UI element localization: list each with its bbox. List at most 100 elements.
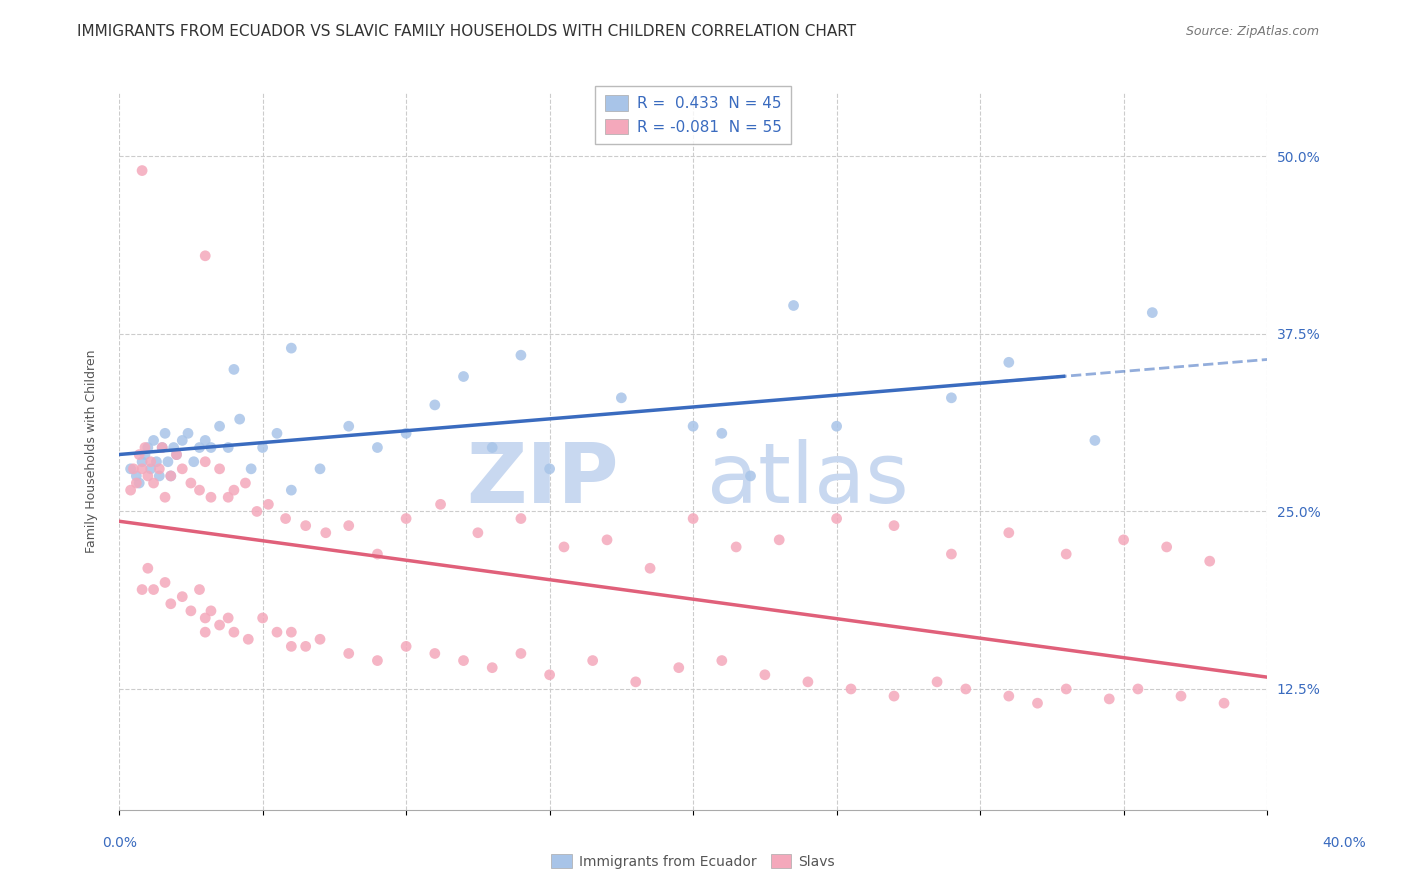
Point (122, 462, 145, 476)
Point (238, 632, 260, 647)
Point (1126, 681, 1149, 696)
Point (159, 597, 181, 611)
Point (366, 547, 388, 561)
Point (315, 525, 337, 540)
Point (136, 441, 159, 455)
Point (1170, 689, 1192, 703)
Point (235, 476, 257, 491)
Point (228, 412, 250, 426)
Y-axis label: Family Households with Children: Family Households with Children (86, 350, 98, 553)
Point (134, 441, 156, 455)
Legend: R =  0.433  N = 45, R = -0.081  N = 55: R = 0.433 N = 45, R = -0.081 N = 55 (596, 86, 790, 144)
Point (266, 625, 288, 640)
Point (955, 681, 977, 696)
Point (1112, 533, 1135, 547)
Point (395, 640, 418, 654)
Point (222, 483, 245, 497)
Point (156, 455, 179, 469)
Point (148, 462, 170, 476)
Point (194, 611, 217, 625)
Point (153, 575, 176, 590)
Point (257, 497, 280, 511)
Point (194, 434, 217, 448)
Point (366, 441, 388, 455)
Point (200, 441, 222, 455)
Point (128, 448, 150, 462)
Point (139, 462, 162, 476)
Point (163, 441, 186, 455)
Point (180, 604, 202, 618)
Point (150, 441, 173, 455)
Point (294, 640, 316, 654)
Point (194, 249, 217, 263)
Point (638, 561, 661, 575)
Point (682, 419, 704, 434)
Text: ZIP: ZIP (465, 439, 619, 520)
Point (481, 441, 503, 455)
Point (839, 681, 862, 696)
Point (246, 504, 269, 518)
Point (208, 419, 231, 434)
Point (150, 441, 173, 455)
Point (125, 469, 148, 483)
Point (725, 540, 748, 554)
Point (200, 604, 222, 618)
Point (217, 490, 239, 504)
Point (136, 469, 159, 483)
Text: Source: ZipAtlas.com: Source: ZipAtlas.com (1185, 25, 1319, 37)
Point (131, 163, 153, 178)
Point (125, 476, 148, 491)
Point (797, 674, 820, 689)
Point (998, 525, 1021, 540)
Point (710, 426, 733, 441)
Point (423, 398, 446, 412)
Point (309, 632, 332, 647)
Point (1198, 554, 1220, 568)
Point (166, 448, 188, 462)
Point (153, 426, 176, 441)
Text: 40.0%: 40.0% (1322, 836, 1367, 850)
Point (395, 426, 418, 441)
Point (366, 654, 388, 668)
Point (998, 355, 1021, 369)
Point (159, 469, 181, 483)
Point (180, 476, 202, 491)
Point (1098, 692, 1121, 706)
Point (142, 434, 165, 448)
Point (668, 661, 690, 675)
Point (453, 654, 475, 668)
Point (1156, 540, 1178, 554)
Point (1213, 696, 1236, 710)
Point (596, 533, 619, 547)
Point (208, 462, 231, 476)
Point (294, 518, 316, 533)
Point (217, 611, 239, 625)
Point (825, 511, 848, 525)
Point (337, 647, 360, 661)
Point (194, 455, 217, 469)
Point (395, 511, 418, 525)
Point (172, 462, 194, 476)
Point (337, 419, 360, 434)
Point (280, 483, 302, 497)
Point (682, 511, 704, 525)
Point (145, 455, 167, 469)
Point (131, 582, 153, 597)
Point (172, 434, 194, 448)
Point (188, 483, 211, 497)
Point (925, 674, 948, 689)
Point (740, 469, 762, 483)
Point (120, 483, 142, 497)
Point (252, 441, 274, 455)
Point (131, 455, 153, 469)
Point (309, 462, 332, 476)
Text: atlas: atlas (707, 439, 908, 520)
Text: IMMIGRANTS FROM ECUADOR VS SLAVIC FAMILY HOUSEHOLDS WITH CHILDREN CORRELATION CH: IMMIGRANTS FROM ECUADOR VS SLAVIC FAMILY… (77, 24, 856, 38)
Point (183, 455, 205, 469)
Point (883, 518, 905, 533)
Point (998, 689, 1021, 703)
Point (200, 490, 222, 504)
Point (509, 348, 531, 362)
Point (280, 625, 302, 640)
Point (825, 419, 848, 434)
